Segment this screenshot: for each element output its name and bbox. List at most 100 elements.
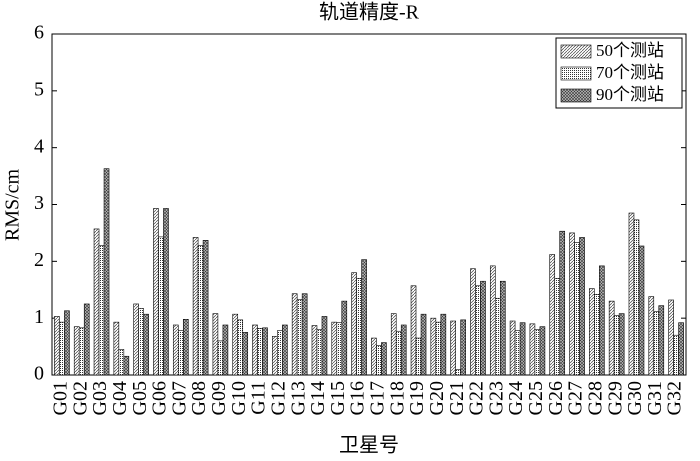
y-tick-label: 3 — [34, 192, 44, 214]
y-tick-label: 1 — [34, 306, 44, 328]
bar — [430, 317, 437, 376]
bar — [420, 313, 427, 376]
bar — [381, 342, 387, 376]
bar — [232, 313, 239, 376]
bar — [574, 242, 580, 376]
x-tick-label: G15 — [327, 381, 349, 415]
y-tick-label: 4 — [34, 135, 44, 157]
bar — [480, 280, 486, 376]
bar — [336, 322, 343, 376]
bar — [519, 322, 526, 376]
bar — [78, 327, 85, 376]
x-tick-label: G20 — [426, 381, 448, 415]
bar — [252, 324, 258, 376]
x-tick-label: G26 — [545, 381, 567, 415]
bar — [217, 340, 224, 376]
bar — [172, 324, 179, 376]
bar — [549, 254, 556, 376]
bar — [182, 319, 189, 376]
legend-swatch — [560, 66, 592, 81]
legend-swatch — [560, 88, 592, 103]
bar — [400, 324, 407, 376]
bar — [554, 278, 561, 376]
bar — [301, 293, 308, 376]
bar — [356, 278, 362, 376]
bar — [262, 327, 268, 376]
x-tick-label: G06 — [149, 381, 171, 415]
bar — [321, 316, 328, 376]
x-tick-label: G22 — [466, 381, 488, 415]
bar — [133, 303, 139, 376]
bar — [59, 321, 65, 376]
bar — [499, 280, 506, 376]
x-tick-label: G19 — [406, 381, 428, 415]
bar — [341, 300, 348, 376]
bar — [118, 349, 125, 376]
bar — [539, 326, 546, 376]
bar — [376, 345, 382, 376]
bar — [653, 311, 660, 376]
bar — [534, 329, 541, 376]
x-tick-label: G02 — [69, 381, 91, 415]
x-tick-label: G23 — [485, 381, 507, 415]
bar — [272, 336, 278, 376]
legend-label: 70个测站 — [596, 63, 664, 82]
bar — [277, 330, 283, 376]
bar — [390, 313, 397, 376]
bar — [296, 299, 303, 376]
bar — [197, 245, 204, 376]
bar — [311, 325, 318, 376]
bar — [212, 313, 219, 376]
bar — [222, 324, 229, 376]
bar — [64, 310, 70, 376]
bar — [316, 329, 323, 376]
bar — [73, 326, 80, 376]
bar — [98, 245, 105, 376]
bar — [678, 322, 684, 376]
y-axis-label: RMS/cm — [2, 168, 24, 241]
x-tick-label: G24 — [505, 381, 527, 415]
bar — [628, 212, 635, 376]
x-tick-label: G07 — [168, 381, 190, 415]
x-tick-label: G01 — [50, 381, 72, 415]
bar — [351, 272, 357, 376]
bar — [242, 332, 249, 376]
bar — [475, 285, 481, 376]
x-tick-label: G32 — [664, 381, 686, 415]
bar — [489, 265, 496, 376]
x-tick-label: G27 — [565, 381, 587, 415]
bar — [440, 313, 447, 376]
bar — [371, 337, 377, 376]
bar — [435, 321, 442, 376]
x-tick-label: G10 — [228, 381, 250, 415]
x-tick-label: G17 — [367, 381, 389, 415]
bar — [93, 228, 100, 376]
y-tick-label: 2 — [34, 249, 44, 271]
x-tick-label: G14 — [307, 381, 329, 415]
bar — [158, 236, 164, 376]
x-tick-label: G29 — [604, 381, 626, 415]
bar — [618, 313, 625, 376]
bar — [202, 240, 209, 376]
bar — [177, 330, 184, 376]
bar — [415, 337, 422, 376]
bar — [594, 293, 600, 376]
y-tick-label: 5 — [34, 78, 44, 100]
bar — [237, 319, 244, 376]
bar — [163, 208, 169, 376]
x-tick-label: G31 — [644, 381, 666, 415]
legend-label: 90个测站 — [596, 85, 664, 104]
x-tick-label: G16 — [347, 381, 369, 415]
bar — [291, 293, 298, 376]
chart-title: 轨道精度-R — [319, 1, 420, 24]
x-tick-label: G13 — [287, 381, 309, 415]
x-tick-label: G03 — [89, 381, 111, 415]
bar — [331, 321, 338, 376]
x-tick-label: G05 — [129, 381, 151, 415]
bar — [589, 288, 595, 376]
x-tick-label: G21 — [446, 381, 468, 415]
bar — [658, 305, 665, 376]
x-tick-label: G28 — [584, 381, 606, 415]
